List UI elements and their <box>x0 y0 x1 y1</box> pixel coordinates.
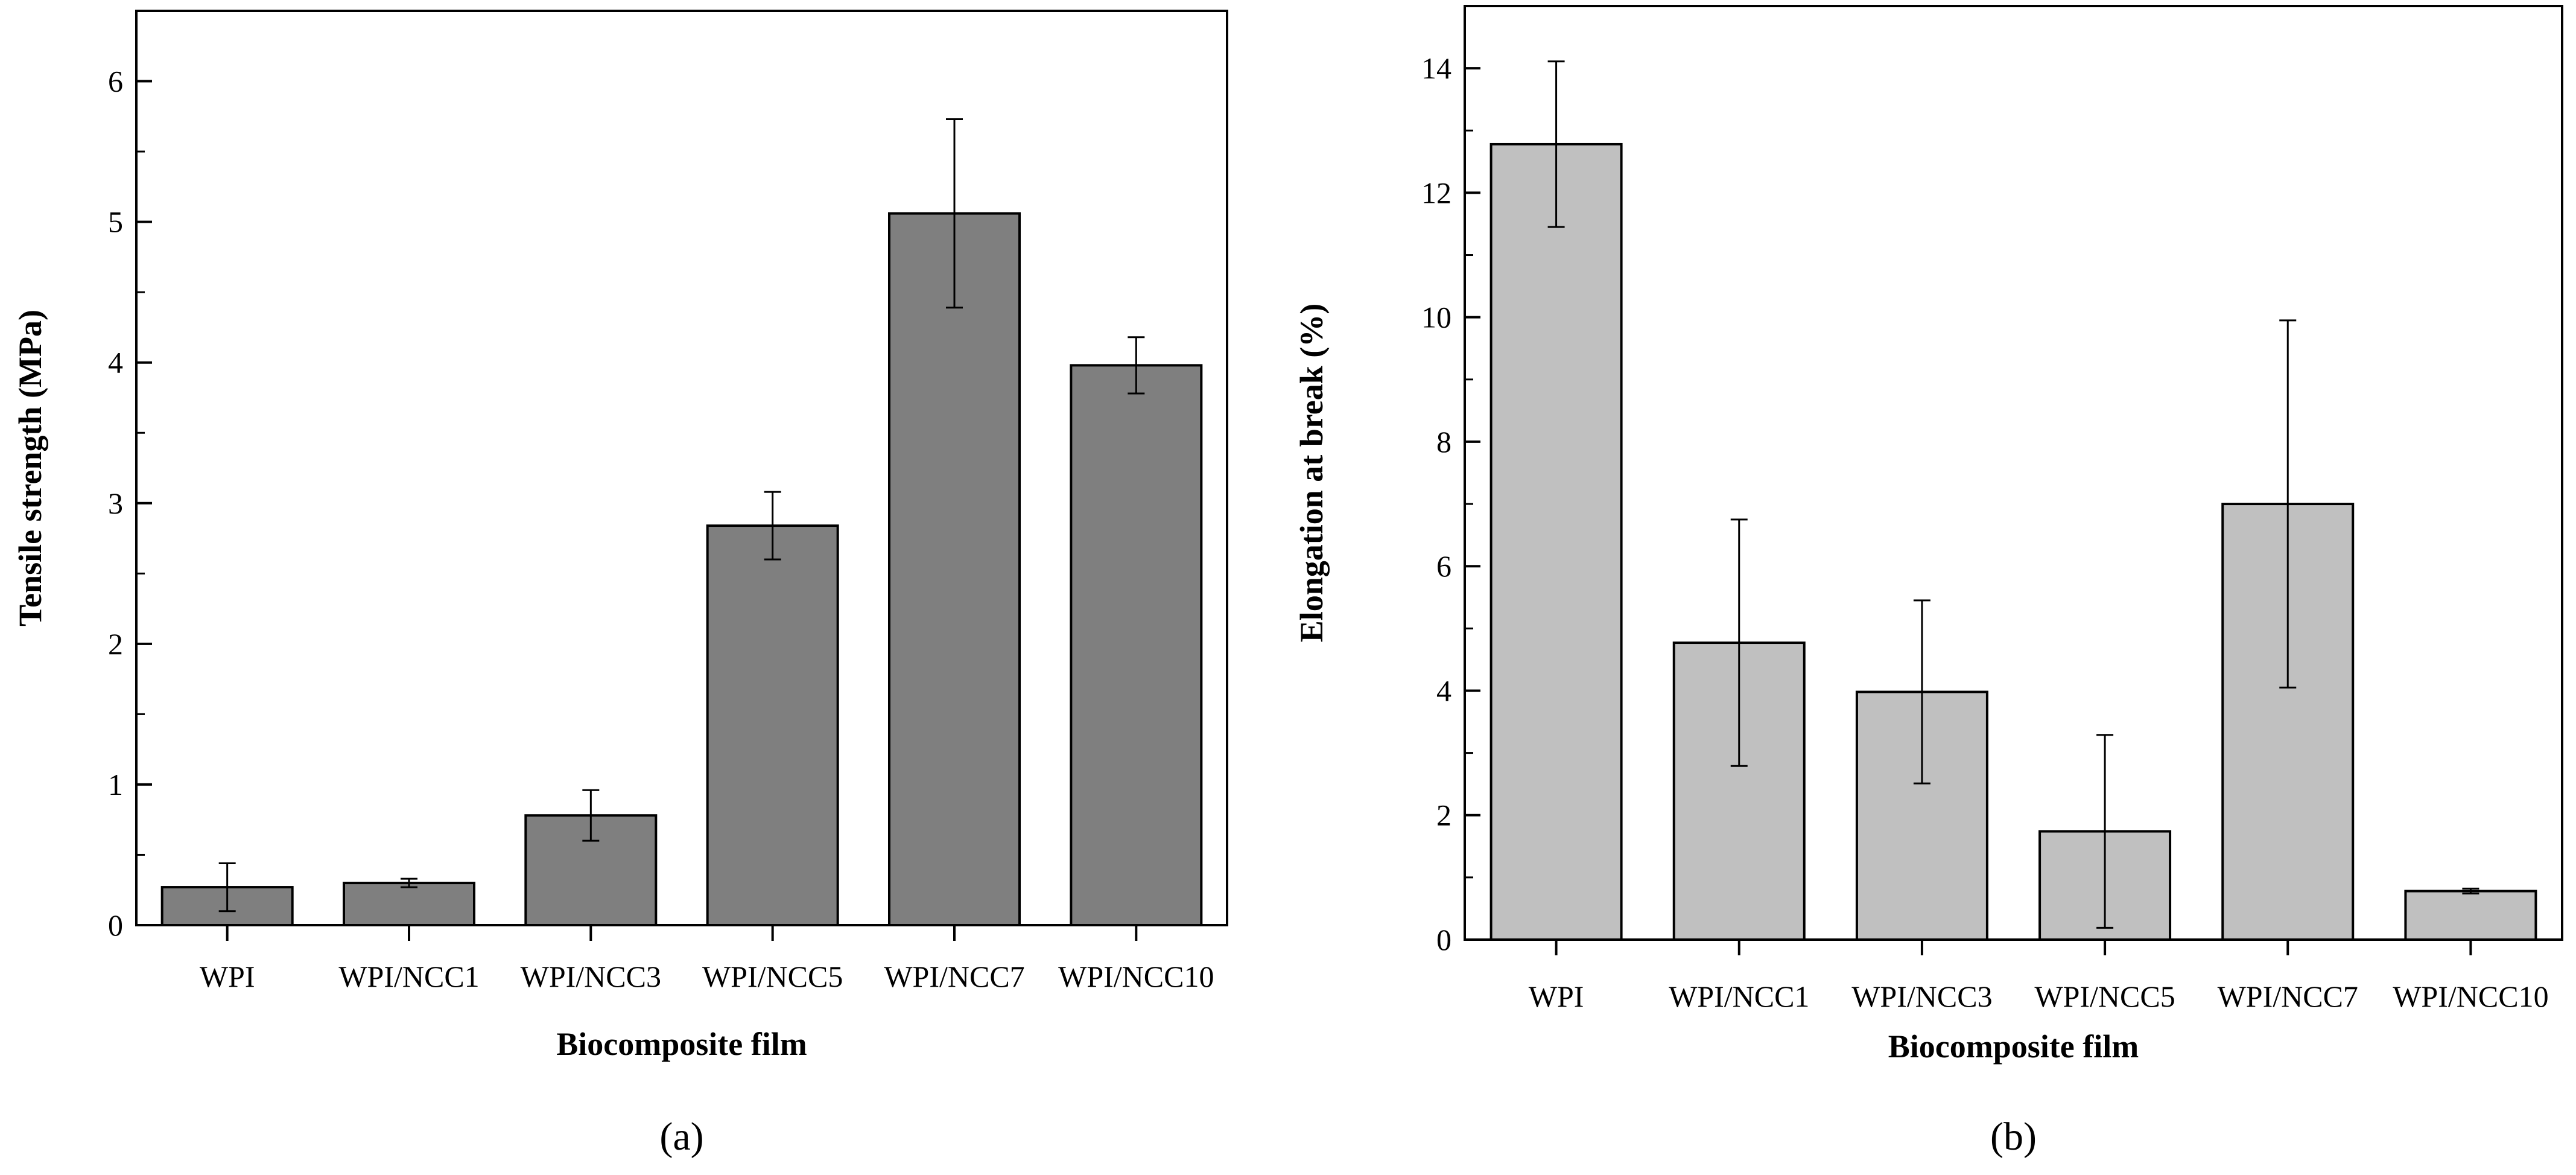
x-tick-label: WPI/NCC7 <box>884 960 1024 993</box>
y-tick-label: 0 <box>1436 923 1451 957</box>
panel-label: (a) <box>659 1115 703 1159</box>
bar <box>1070 364 1203 926</box>
x-tick-label: WPI <box>1529 979 1584 1013</box>
x-tick-label: WPI/NCC5 <box>2034 979 2175 1013</box>
y-axis-title: Tensile strength (MPa) <box>12 310 48 626</box>
y-axis-title: Elongation at break (%) <box>1293 304 1330 643</box>
y-tick-label: 12 <box>1421 176 1451 209</box>
y-tick-label: 2 <box>108 627 123 661</box>
x-tick-label: WPI/NCC3 <box>521 960 661 993</box>
y-tick-label: 2 <box>1436 798 1451 832</box>
y-tick-label: 6 <box>1436 549 1451 583</box>
x-tick-label: WPI/NCC10 <box>2393 979 2548 1013</box>
x-tick-label: WPI/NCC5 <box>702 960 843 993</box>
x-tick-label: WPI/NCC3 <box>1851 979 1992 1013</box>
y-tick-label: 6 <box>108 65 123 98</box>
y-tick-label: 4 <box>108 346 123 380</box>
y-tick-label: 8 <box>1436 425 1451 459</box>
x-tick-label: WPI <box>200 960 255 993</box>
y-tick-label: 5 <box>108 205 123 239</box>
y-tick-label: 10 <box>1421 301 1451 334</box>
bar <box>888 212 1021 927</box>
plot-frame <box>1464 5 2563 941</box>
x-axis-title: Biocomposite film <box>556 1026 807 1062</box>
x-axis-title: Biocomposite film <box>1888 1028 2139 1065</box>
panel-label: (b) <box>1990 1115 2037 1159</box>
x-tick-label: WPI/NCC1 <box>1669 979 1809 1013</box>
y-tick-label: 4 <box>1436 673 1451 707</box>
y-tick-label: 14 <box>1421 51 1451 85</box>
y-tick-label: 3 <box>108 486 123 520</box>
plot-frame <box>135 10 1228 926</box>
x-tick-label: WPI/NCC7 <box>2218 979 2358 1013</box>
bar <box>343 882 475 926</box>
bar <box>1489 142 1623 941</box>
y-tick-label: 0 <box>108 908 123 942</box>
x-tick-label: WPI/NCC1 <box>338 960 479 993</box>
y-tick-label: 1 <box>108 768 123 801</box>
x-tick-label: WPI/NCC10 <box>1058 960 1214 993</box>
bar <box>706 524 839 926</box>
bar <box>2404 890 2537 941</box>
